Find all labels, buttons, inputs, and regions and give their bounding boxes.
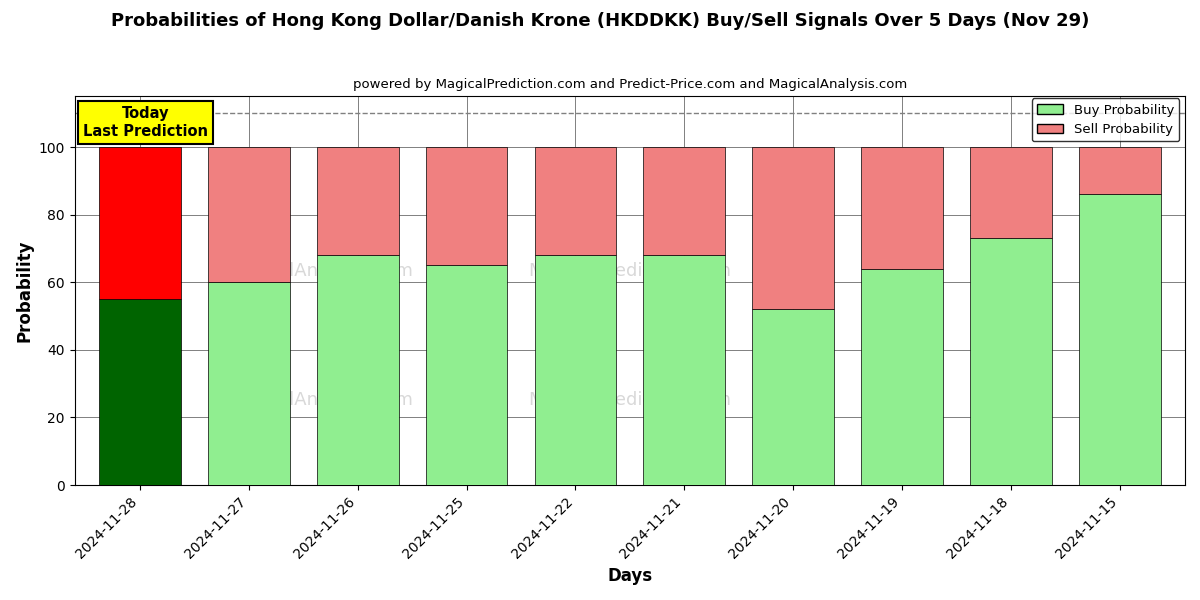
Bar bbox=[643, 147, 725, 255]
Bar bbox=[208, 282, 289, 485]
Bar bbox=[970, 238, 1051, 485]
Bar bbox=[643, 255, 725, 485]
Title: powered by MagicalPrediction.com and Predict-Price.com and MagicalAnalysis.com: powered by MagicalPrediction.com and Pre… bbox=[353, 78, 907, 91]
Bar bbox=[862, 147, 943, 269]
Bar bbox=[970, 147, 1051, 238]
Text: Probabilities of Hong Kong Dollar/Danish Krone (HKDDKK) Buy/Sell Signals Over 5 : Probabilities of Hong Kong Dollar/Danish… bbox=[110, 12, 1090, 30]
Text: Today
Last Prediction: Today Last Prediction bbox=[83, 106, 208, 139]
Text: MagicalAnalysis.com: MagicalAnalysis.com bbox=[224, 391, 413, 409]
Text: MagicalPrediction.com: MagicalPrediction.com bbox=[528, 391, 731, 409]
Text: MagicalPrediction.com: MagicalPrediction.com bbox=[528, 262, 731, 280]
Bar bbox=[752, 309, 834, 485]
Bar bbox=[534, 147, 617, 255]
Y-axis label: Probability: Probability bbox=[16, 239, 34, 342]
Bar bbox=[752, 147, 834, 309]
X-axis label: Days: Days bbox=[607, 567, 653, 585]
Bar bbox=[426, 265, 508, 485]
Bar bbox=[1079, 147, 1160, 194]
Bar bbox=[100, 147, 181, 299]
Bar bbox=[426, 147, 508, 265]
Bar bbox=[534, 255, 617, 485]
Bar bbox=[317, 255, 398, 485]
Bar bbox=[862, 269, 943, 485]
Bar bbox=[100, 299, 181, 485]
Text: MagicalAnalysis.com: MagicalAnalysis.com bbox=[224, 262, 413, 280]
Bar bbox=[317, 147, 398, 255]
Legend: Buy Probability, Sell Probability: Buy Probability, Sell Probability bbox=[1032, 98, 1180, 142]
Bar bbox=[208, 147, 289, 282]
Bar bbox=[1079, 194, 1160, 485]
